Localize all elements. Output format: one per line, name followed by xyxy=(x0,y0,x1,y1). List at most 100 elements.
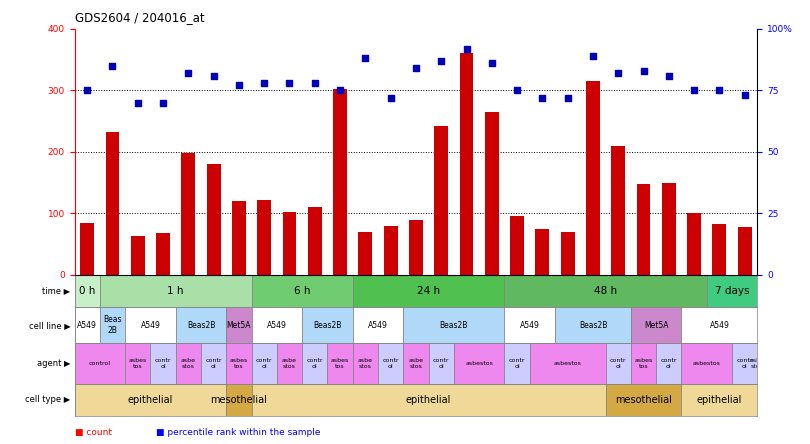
Bar xyxy=(530,343,606,384)
Bar xyxy=(130,236,145,275)
Bar xyxy=(75,307,100,343)
Bar xyxy=(258,200,271,275)
Point xyxy=(485,60,498,67)
Text: Beas2B: Beas2B xyxy=(579,321,608,329)
Text: contr
ol: contr ol xyxy=(382,358,399,369)
Bar xyxy=(302,343,327,384)
Bar xyxy=(485,112,499,275)
Bar xyxy=(252,307,302,343)
Bar xyxy=(176,307,226,343)
Text: epithelial: epithelial xyxy=(697,395,742,405)
Bar xyxy=(226,343,252,384)
Text: 1 h: 1 h xyxy=(168,286,184,296)
Point xyxy=(536,94,549,101)
Point xyxy=(738,92,751,99)
Bar xyxy=(459,53,474,275)
Point xyxy=(460,45,473,52)
Text: asbestos: asbestos xyxy=(554,361,582,366)
Point xyxy=(435,57,448,64)
Point xyxy=(156,99,169,106)
Text: Met5A: Met5A xyxy=(644,321,668,329)
Bar xyxy=(75,384,226,416)
Text: asbe
stos: asbe stos xyxy=(181,358,196,369)
Bar xyxy=(333,89,347,275)
Bar xyxy=(505,307,555,343)
Bar xyxy=(125,343,151,384)
Point xyxy=(663,72,676,79)
Text: contr
ol: contr ol xyxy=(306,358,323,369)
Bar xyxy=(505,343,530,384)
Point xyxy=(409,65,423,72)
Bar xyxy=(100,307,125,343)
Point xyxy=(359,55,372,62)
Text: contr
ol: contr ol xyxy=(155,358,171,369)
Bar xyxy=(687,214,701,275)
Text: Beas
2B: Beas 2B xyxy=(103,315,122,335)
Bar xyxy=(358,232,373,275)
Bar xyxy=(681,343,732,384)
Text: 48 h: 48 h xyxy=(594,286,617,296)
Text: 0 h: 0 h xyxy=(79,286,96,296)
Bar xyxy=(252,384,606,416)
Bar xyxy=(510,216,524,275)
Bar xyxy=(631,307,681,343)
Text: A549: A549 xyxy=(77,321,97,329)
Bar xyxy=(555,307,631,343)
Text: ■ count: ■ count xyxy=(75,428,112,437)
Bar xyxy=(105,132,119,275)
Bar xyxy=(352,343,378,384)
Bar xyxy=(535,229,549,275)
Bar xyxy=(232,201,246,275)
Bar xyxy=(409,219,423,275)
Text: asbes
tos: asbes tos xyxy=(129,358,147,369)
Bar xyxy=(612,146,625,275)
Point xyxy=(81,87,94,94)
Text: asbestos: asbestos xyxy=(465,361,493,366)
Bar xyxy=(75,275,100,307)
Bar xyxy=(226,384,252,416)
Text: Beas2B: Beas2B xyxy=(313,321,342,329)
Point xyxy=(232,82,245,89)
Point xyxy=(510,87,523,94)
Point xyxy=(713,87,726,94)
Point xyxy=(106,62,119,69)
Bar xyxy=(156,233,170,275)
Text: time ▶: time ▶ xyxy=(42,286,70,295)
Bar xyxy=(403,307,505,343)
Text: asbestos: asbestos xyxy=(693,361,721,366)
Bar xyxy=(403,343,428,384)
Text: A549: A549 xyxy=(520,321,539,329)
Bar xyxy=(252,343,277,384)
Text: contr
ol: contr ol xyxy=(256,358,272,369)
Bar xyxy=(302,307,352,343)
Point xyxy=(131,99,144,106)
Point xyxy=(688,87,701,94)
Text: asbes
tos: asbes tos xyxy=(634,358,653,369)
Bar xyxy=(100,275,252,307)
Bar xyxy=(732,343,757,384)
Text: contr
ol: contr ol xyxy=(433,358,450,369)
Text: 6 h: 6 h xyxy=(294,286,310,296)
Bar xyxy=(681,384,757,416)
Text: asbe
stos: asbe stos xyxy=(358,358,373,369)
Text: cell line ▶: cell line ▶ xyxy=(28,321,70,329)
Point xyxy=(283,79,296,87)
Text: GDS2604 / 204016_at: GDS2604 / 204016_at xyxy=(75,12,204,24)
Bar xyxy=(681,307,757,343)
Text: epithelial: epithelial xyxy=(128,395,173,405)
Bar xyxy=(656,343,681,384)
Bar xyxy=(707,275,757,307)
Bar xyxy=(176,343,201,384)
Text: asbe
stos: asbe stos xyxy=(408,358,424,369)
Bar xyxy=(454,343,505,384)
Text: contr
ol: contr ol xyxy=(206,358,222,369)
Point xyxy=(384,94,397,101)
Point xyxy=(258,79,271,87)
Bar xyxy=(207,164,220,275)
Bar xyxy=(352,307,403,343)
Text: asbe
stos: asbe stos xyxy=(750,358,765,369)
Bar xyxy=(201,343,226,384)
Text: ■ percentile rank within the sample: ■ percentile rank within the sample xyxy=(156,428,320,437)
Text: contr
ol: contr ol xyxy=(661,358,677,369)
Text: mesothelial: mesothelial xyxy=(615,395,672,405)
